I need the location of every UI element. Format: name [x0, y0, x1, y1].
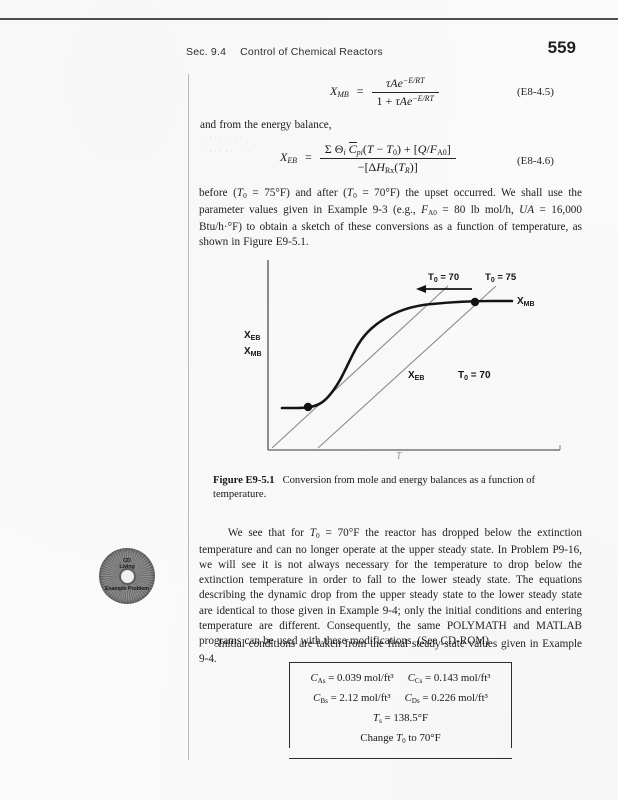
paragraph-before-figure: before (T0 = 75°F) and after (T0 = 70°F)… — [199, 187, 582, 249]
data-box-change-row: Change T0 to 70°F — [360, 731, 441, 745]
data-box-right-rule — [511, 662, 512, 748]
figure-svg — [267, 260, 561, 451]
paragraph-after-figure-1: We see that for T0 = 70°F the reactor ha… — [199, 527, 582, 647]
data-cell-cb: CBs = 2.12 mol/ft³ — [313, 691, 391, 705]
figure-e9-5-1: XEB XMB T0 = 70 T0 = 75 XMB XEB T0 = 70 … — [200, 258, 600, 468]
data-cell-ca: CAs = 0.039 mol/ft³ — [310, 672, 394, 685]
equation-mole-balance-denominator: 1 + τAe−E/RT — [371, 92, 439, 109]
upper-steady-state-point — [470, 297, 480, 307]
initial-conditions-box: CAs = 0.039 mol/ft³ CCs = 0.143 mol/ft³ … — [289, 662, 512, 759]
x-axis-label: T — [396, 451, 402, 462]
data-change-sub: 0 — [402, 736, 406, 745]
data-box-left-rule — [289, 662, 290, 748]
text-block-left-rule — [188, 74, 189, 674]
cd-rom-icon: CD Living Example Problem — [99, 548, 155, 604]
shift-arrow — [416, 285, 472, 293]
text-block-left-rule-lower — [188, 640, 189, 760]
energy-balance-line-t0-75 — [317, 285, 497, 449]
data-cell-cc-sub: Cs — [414, 676, 423, 685]
data-cell-cc-value: = 0.143 mol/ft³ — [425, 672, 491, 684]
header-rule — [0, 18, 618, 20]
running-head: Sec. 9.4 Control of Chemical Reactors — [186, 46, 383, 58]
data-cell-temp-value: = 138.5°F — [384, 711, 428, 724]
data-box-row-2: CBs = 2.12 mol/ft³ CDs = 0.226 mol/ft³ — [289, 690, 512, 710]
data-cell-cb-value: = 2.12 mol/ft³ — [330, 691, 391, 704]
cd-icon-line3: Example Problem — [105, 586, 149, 592]
data-change-prefix: Change — [360, 731, 394, 744]
label-line-t0-75: T0 = 75 — [485, 272, 517, 284]
equation-number-mole-balance: (E8-4.5) — [517, 86, 554, 98]
equals-sign: = — [356, 84, 364, 99]
equation-energy-balance: XEB = Σ Θi Cpi(T − T0) + [Q/FA0] −[ΔHRx(… — [280, 142, 456, 175]
cd-icon-line2: Living — [119, 564, 135, 570]
y-axis-label-xeb: XEB — [244, 330, 261, 342]
equals-sign-2: = — [305, 150, 312, 165]
data-cell-temp-sub: s — [379, 716, 382, 725]
data-cell-ca-sub: As — [317, 676, 326, 685]
figure-caption-number: Figure E9-5.1 — [213, 475, 275, 486]
label-line-t0-70: T0 = 70 — [428, 272, 460, 284]
mole-balance-curve — [280, 299, 514, 410]
data-cell-cc: CCs = 0.143 mol/ft³ — [407, 672, 491, 685]
cd-icon-label-top: CD Living — [99, 558, 155, 570]
equation-energy-balance-lhs: XEB — [280, 150, 298, 166]
lower-steady-state-point — [303, 402, 313, 412]
data-cell-cd-sub: Ds — [411, 696, 420, 705]
data-cell-cb-sub: Bs — [320, 696, 328, 705]
running-head-title: Control of Chemical Reactors — [240, 46, 383, 58]
equation-mole-balance-fraction: τAe−E/RT 1 + τAe−E/RT — [371, 76, 439, 109]
label-inside-t0-70: T0 = 70 — [458, 370, 491, 382]
label-curve-xeb: XEB — [408, 370, 425, 382]
data-box-temperature-row: Ts = 138.5°F — [373, 711, 428, 725]
paragraph-energy-balance-lead: and from the energy balance, — [200, 119, 332, 131]
y-axis-label-xmb: XMB — [244, 346, 262, 358]
equation-energy-balance-numerator: Σ Θi Cpi(T − T0) + [Q/FA0] — [324, 142, 451, 158]
data-cell-ca-value: = 0.039 mol/ft³ — [328, 672, 394, 684]
margin-artifact-lower: · · · · · · · · — [205, 149, 251, 155]
margin-artifact-upper: · · · · · · · — [205, 135, 243, 141]
running-head-section: Sec. 9.4 — [186, 46, 227, 58]
equation-mole-balance: XMB = τAe−E/RT 1 + τAe−E/RT — [330, 76, 439, 109]
cd-icon-line1: CD — [123, 558, 131, 564]
equation-energy-balance-denominator: −[ΔHRx(TR)] — [319, 158, 456, 175]
equation-mole-balance-lhs: XMB — [330, 84, 349, 100]
equation-mole-balance-numerator: τAe−E/RT — [385, 76, 425, 90]
data-cell-cd: CDs = 0.226 mol/ft³ — [404, 691, 488, 705]
equation-energy-balance-fraction: Σ Θi Cpi(T − T0) + [Q/FA0] −[ΔHRx(TR)] — [319, 142, 456, 175]
data-cell-cd-value: = 0.226 mol/ft³ — [422, 691, 488, 704]
data-box-row-1: CAs = 0.039 mol/ft³ CCs = 0.143 mol/ft³ — [289, 670, 512, 690]
paragraph-after-figure-2: Initial conditions are taken from the fi… — [199, 638, 582, 666]
figure-caption: Figure E9-5.1 Conversion from mole and e… — [213, 474, 573, 502]
equation-number-energy-balance: (E8-4.6) — [517, 155, 554, 167]
figure-caption-text: Conversion from mole and energy balances… — [213, 475, 536, 500]
data-change-suffix: to 70°F — [408, 731, 441, 744]
page-number: 559 — [547, 38, 576, 57]
cd-center-hole — [120, 569, 134, 583]
label-curve-xmb: XMB — [517, 296, 535, 308]
energy-balance-line-t0-70 — [271, 285, 449, 449]
